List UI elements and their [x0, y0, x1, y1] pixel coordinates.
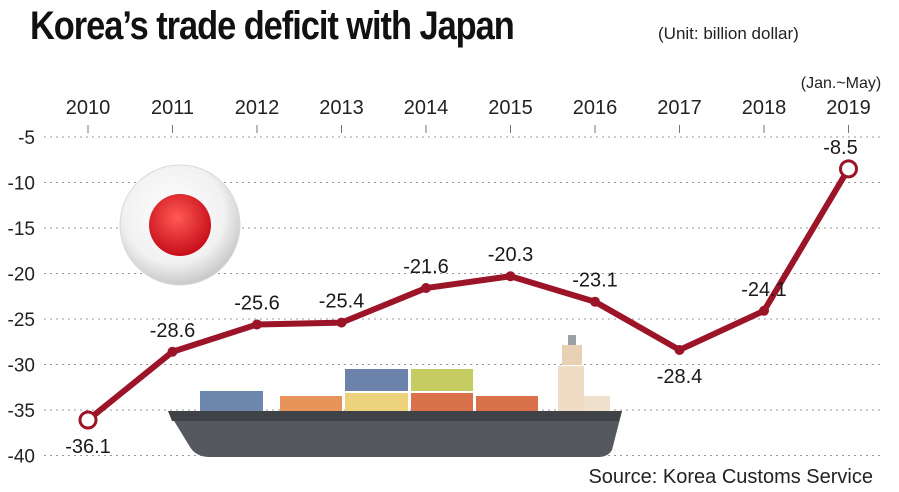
data-label: -20.3	[488, 244, 534, 266]
y-axis-labels: -5 -10 -15 -20 -25 -30 -35 -40	[8, 128, 35, 468]
data-label: -28.4	[657, 366, 703, 388]
data-labels: -36.1 -28.6 -25.6 -25.4 -21.6 -20.3 -23.1 -28.4…	[65, 137, 858, 458]
y-tick-label: -15	[8, 219, 35, 240]
source-note: Source: Korea Customs Service	[588, 466, 873, 488]
y-tick-label: -20	[8, 265, 35, 286]
data-point	[590, 296, 600, 307]
data-point	[167, 346, 178, 357]
chart-title: Korea’s trade deficit with Japan	[30, 4, 515, 48]
y-tick-label: -10	[8, 174, 35, 195]
data-point	[421, 283, 431, 294]
y-tick-label: -35	[8, 401, 35, 422]
data-label: -25.4	[319, 291, 365, 313]
x-tick-label: 2018	[742, 97, 787, 119]
x-tick-label: 2013	[319, 97, 364, 119]
x-tick-label: 2014	[404, 97, 449, 119]
series-path	[85, 165, 852, 424]
data-point	[505, 271, 516, 282]
x-tick-label: 2019	[826, 97, 871, 119]
x-tick-label: 2012	[235, 97, 280, 119]
y-tick-label: -25	[8, 310, 35, 331]
data-label: -24.1	[741, 279, 787, 301]
y-tick-label: -40	[8, 447, 35, 468]
data-point	[252, 319, 262, 330]
series-line	[85, 165, 852, 424]
data-label: -23.1	[572, 270, 618, 292]
data-label: -8.5	[823, 137, 857, 159]
data-point	[759, 305, 769, 316]
container-ship-icon	[168, 335, 622, 457]
data-points	[78, 159, 858, 430]
unit-label: (Unit: billion dollar)	[658, 24, 799, 43]
data-point	[336, 317, 347, 328]
x-note: (Jan.~May)	[801, 75, 881, 92]
y-tick-label: -30	[8, 356, 35, 377]
x-tick-label: 2015	[488, 97, 533, 119]
data-point	[674, 344, 685, 355]
x-tick-label: 2010	[66, 97, 111, 119]
x-tick-label: 2016	[573, 97, 618, 119]
data-label: -28.6	[150, 320, 196, 342]
data-label: -36.1	[65, 436, 111, 458]
data-label: -21.6	[403, 256, 449, 278]
x-tick-label: 2011	[151, 97, 194, 119]
data-label: -25.6	[234, 292, 280, 314]
japan-flag-icon	[119, 164, 241, 286]
data-point	[78, 410, 98, 430]
x-tick-label: 2017	[657, 97, 702, 119]
y-tick-label: -5	[18, 128, 35, 149]
x-axis-labels: 2010 2011 2012 2013 2014 2015 2016 2017 2018 2019	[66, 97, 871, 119]
data-point	[839, 159, 858, 179]
